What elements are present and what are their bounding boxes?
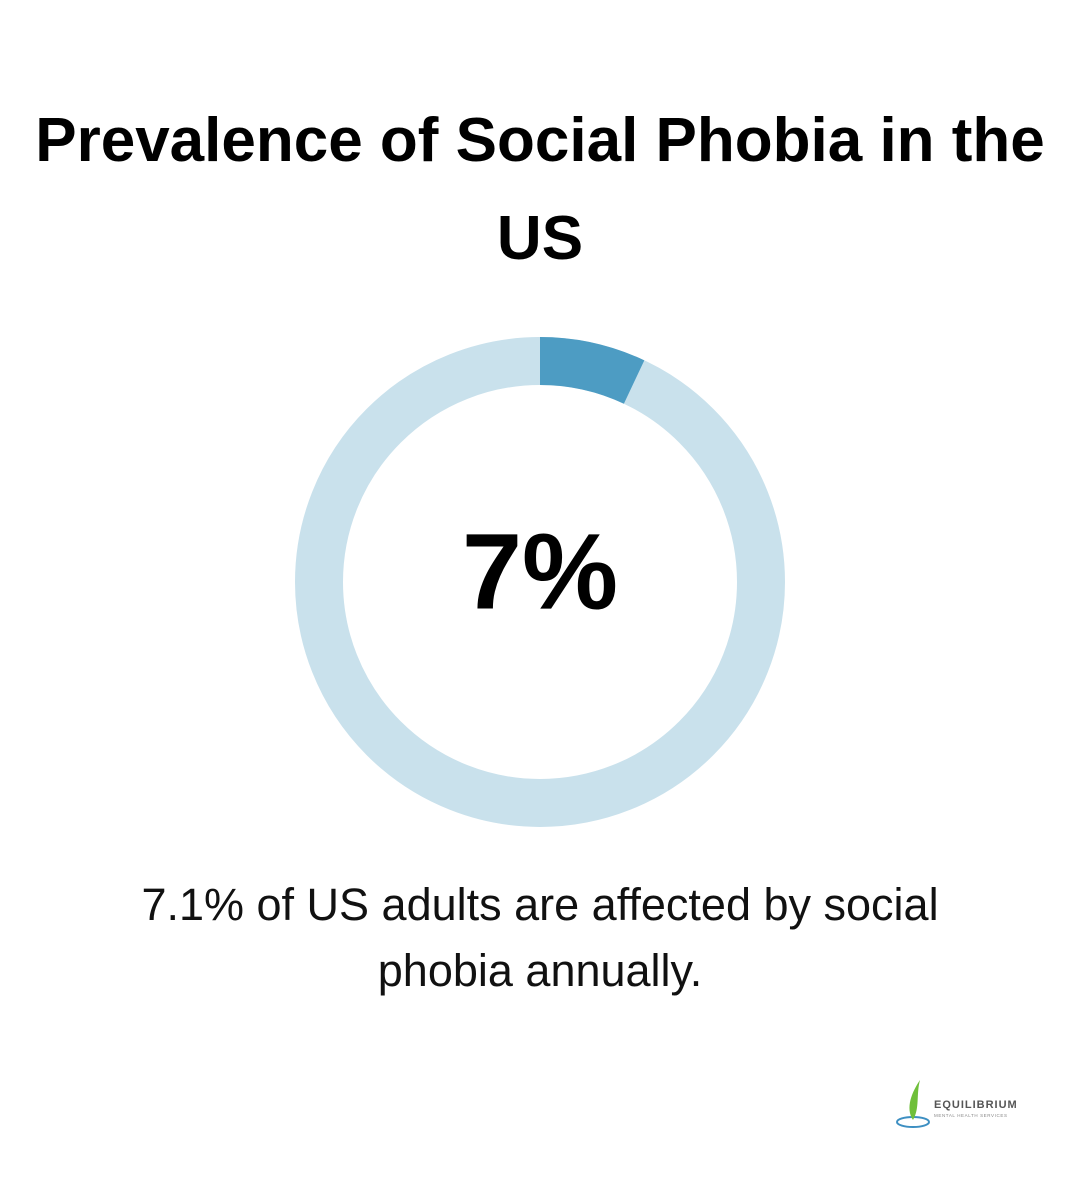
caption: 7.1% of US adults are affected by social… bbox=[141, 879, 939, 996]
donut-segment bbox=[539, 337, 645, 404]
logo-leaf bbox=[909, 1080, 920, 1120]
logo-tagline: MENTAL HEALTH SERVICES bbox=[934, 1113, 1008, 1118]
chart-title: Prevalence of Social Phobia in the US bbox=[35, 106, 1045, 273]
logo-name: EQUILIBRIUM bbox=[934, 1099, 1018, 1111]
center-label: 7% bbox=[462, 511, 618, 632]
logo: EQUILIBRIUM MENTAL HEALTH SERVICES bbox=[896, 1080, 1018, 1128]
